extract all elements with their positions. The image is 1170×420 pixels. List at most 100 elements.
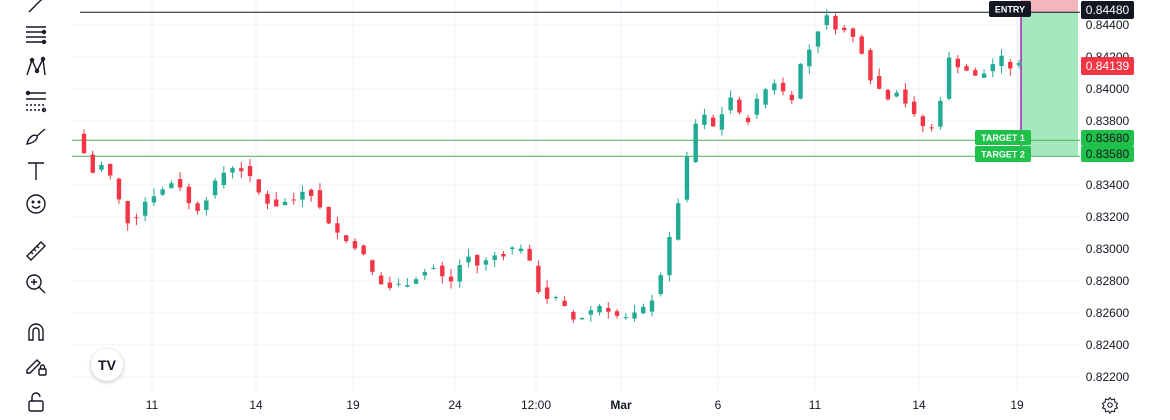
candle-body xyxy=(606,307,611,312)
cursor-tool-icon[interactable] xyxy=(21,0,51,20)
time-tick-label: 12:00 xyxy=(521,398,551,412)
candle-body xyxy=(518,248,524,252)
time-tick-label: 11 xyxy=(146,398,159,412)
candlestick-series xyxy=(81,9,1022,323)
candle-body xyxy=(466,256,471,263)
candle-body xyxy=(90,154,95,173)
candle-body xyxy=(282,201,288,206)
candle-body xyxy=(789,94,795,101)
time-tick-label: 6 xyxy=(715,398,722,412)
settings-gear-icon[interactable] xyxy=(1100,395,1120,415)
candle-body xyxy=(579,317,585,320)
candle-body xyxy=(422,271,427,276)
candle-body xyxy=(527,248,532,261)
candle-body xyxy=(544,287,550,299)
price-tick-label: 0.82800 xyxy=(1086,274,1130,288)
price-axis[interactable]: 0.844000.842000.840000.838000.836000.834… xyxy=(1086,18,1130,384)
candle-body xyxy=(876,75,882,89)
candle-body xyxy=(894,92,899,97)
candle-body xyxy=(343,235,349,242)
candle-body xyxy=(719,114,725,130)
candle-body xyxy=(326,206,331,224)
candle-body xyxy=(396,283,401,285)
time-tick-label: 24 xyxy=(448,398,462,412)
candle-body xyxy=(317,190,323,208)
candle-body xyxy=(483,260,489,265)
candle-body xyxy=(702,114,707,125)
candle-body xyxy=(265,193,270,204)
ruler-tool-icon[interactable] xyxy=(21,236,51,266)
stop-loss-zone xyxy=(1021,0,1078,13)
candle-body xyxy=(457,265,462,282)
target-2-price-label: 0.83580 xyxy=(1086,147,1130,161)
emoji-tool-icon[interactable] xyxy=(21,189,51,219)
candle-body xyxy=(151,196,157,203)
candle-body xyxy=(247,166,253,177)
candle-body xyxy=(728,97,733,111)
candle-body xyxy=(116,178,122,200)
target-2-badge-label: TARGET 2 xyxy=(981,150,1025,160)
candle-body xyxy=(649,300,655,312)
candle-body xyxy=(763,89,768,105)
candle-body xyxy=(509,247,515,250)
candle-body xyxy=(274,199,279,207)
lock-drawing-icon[interactable] xyxy=(21,351,51,381)
time-tick-label: 11 xyxy=(809,398,822,412)
time-axis[interactable]: 11 14 19 24 12:00 Mar 6 11 14 19 xyxy=(146,398,1024,412)
candle-body xyxy=(239,168,244,172)
candle-body xyxy=(842,27,847,31)
price-tick-label: 0.84400 xyxy=(1086,18,1130,32)
candle-body xyxy=(405,285,410,287)
target-1-price-label: 0.83680 xyxy=(1086,131,1130,145)
time-tick-label: 19 xyxy=(346,398,360,412)
fib-tool-icon[interactable] xyxy=(21,86,51,116)
time-tick-label: 14 xyxy=(912,398,926,412)
target-2-badge: TARGET 2 xyxy=(975,146,1031,162)
target-1-badge-label: TARGET 1 xyxy=(981,133,1025,143)
candle-body xyxy=(981,73,987,78)
candle-body xyxy=(370,260,375,272)
candle-body xyxy=(798,63,803,99)
candle-body xyxy=(815,31,821,47)
candle-body xyxy=(693,123,698,163)
candle-body xyxy=(413,279,419,284)
candle-body xyxy=(501,253,506,257)
candle-body xyxy=(938,100,943,127)
candle-body xyxy=(221,172,227,186)
candle-body xyxy=(108,163,113,176)
candle-body xyxy=(81,133,87,154)
time-tick-label: 19 xyxy=(1010,398,1024,412)
time-tick-label: 14 xyxy=(249,398,263,412)
candle-body xyxy=(710,117,716,127)
candle-body xyxy=(641,306,646,314)
pattern-tool-icon[interactable] xyxy=(21,52,51,82)
candle-body xyxy=(868,50,873,81)
text-tool-icon[interactable] xyxy=(21,156,51,186)
target-1-price-badge: 0.83680 xyxy=(1081,130,1134,146)
magnet-icon[interactable] xyxy=(21,317,51,347)
candle-body xyxy=(676,203,681,240)
candle-body xyxy=(186,186,192,204)
price-tick-label: 0.83200 xyxy=(1086,210,1130,224)
candle-body xyxy=(448,276,454,282)
candle-body xyxy=(431,267,436,269)
tradingview-logo[interactable]: TV xyxy=(91,349,123,381)
candle-body xyxy=(378,275,384,285)
tradingview-logo-text: TV xyxy=(98,357,116,373)
candle-body xyxy=(1008,61,1013,69)
candle-body xyxy=(780,82,786,92)
candle-body xyxy=(946,57,952,99)
lines-tool-icon[interactable] xyxy=(21,19,51,49)
candle-body xyxy=(230,168,235,173)
brush-tool-icon[interactable] xyxy=(21,121,51,151)
candle-body xyxy=(204,200,209,211)
candle-body xyxy=(160,189,165,195)
zoom-in-icon[interactable] xyxy=(21,269,51,299)
candle-body xyxy=(911,101,917,115)
lock-icon[interactable] xyxy=(21,387,51,417)
candle-body xyxy=(553,297,559,299)
candle-body xyxy=(308,189,314,196)
current-price-label: 0.84139 xyxy=(1086,59,1130,73)
candle-body xyxy=(571,311,576,320)
